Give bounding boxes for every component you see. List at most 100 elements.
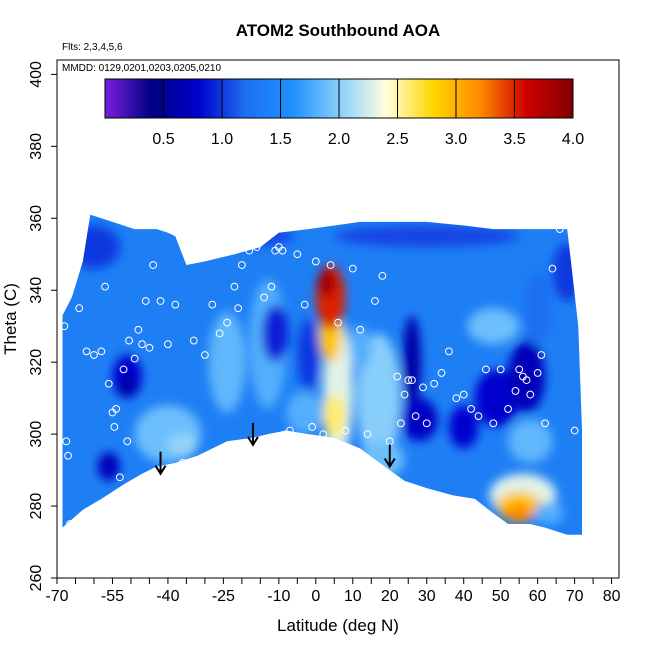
aoa-blob	[402, 315, 422, 409]
aoa-blob	[297, 319, 320, 391]
sample-point	[570, 426, 579, 435]
y-tick-label: 280	[28, 493, 45, 520]
colorbar-tick-label: 4.0	[562, 131, 584, 148]
sample-point	[411, 412, 420, 421]
aoa-blob	[317, 268, 337, 298]
sample-point	[260, 293, 268, 302]
sample-point	[171, 300, 180, 309]
sample-point	[138, 340, 146, 349]
y-tick-label: 320	[28, 349, 45, 376]
sample-point	[430, 379, 439, 388]
sample-point	[393, 372, 402, 381]
aoa-blob	[467, 308, 520, 345]
sample-point	[141, 297, 150, 305]
y-axis-label: Theta (C)	[1, 283, 20, 355]
aoa-blob	[360, 441, 405, 478]
sample-point	[278, 246, 287, 255]
dates-note: MMDD: 0129,0201,0203,0205,0210	[62, 63, 221, 74]
sample-point	[326, 261, 335, 269]
x-tick-label: 40	[455, 588, 473, 605]
aoa-blob	[448, 405, 479, 449]
y-tick-label: 260	[28, 565, 45, 592]
aoa-blob	[118, 376, 137, 399]
colorbar-tick-label: 2.5	[386, 131, 408, 148]
sample-point	[110, 423, 119, 431]
sample-point	[293, 250, 302, 259]
sample-point	[164, 340, 172, 349]
sample-point	[378, 271, 387, 280]
sample-point	[437, 369, 446, 377]
sample-point	[408, 376, 416, 385]
sample-point	[245, 246, 254, 255]
sample-point	[356, 325, 365, 334]
sample-point	[119, 365, 128, 374]
x-tick-label: 70	[566, 588, 584, 605]
arrow-head	[247, 436, 259, 447]
sample-point	[489, 419, 498, 428]
sample-point	[319, 430, 328, 439]
sample-point	[371, 297, 379, 305]
y-tick-label: 300	[28, 421, 45, 448]
colorbar-tick-label: 1.5	[269, 131, 291, 148]
sample-point	[66, 520, 74, 528]
sample-point	[208, 300, 217, 309]
x-tick-label: 0	[311, 588, 320, 605]
sample-point	[112, 405, 121, 413]
sample-points	[60, 225, 579, 528]
sample-point	[123, 437, 132, 446]
sample-point	[541, 419, 549, 428]
y-tick-label: 400	[28, 61, 45, 88]
sample-point	[156, 297, 165, 305]
x-tick-label: 50	[492, 588, 510, 605]
sample-point	[404, 376, 413, 385]
sample-point	[555, 225, 564, 233]
colorbar-tick-label: 3.0	[445, 131, 467, 148]
aoa-blob	[286, 390, 324, 435]
x-tick-label: 60	[529, 588, 547, 605]
aoa-blob	[508, 419, 553, 463]
sample-point	[445, 347, 453, 356]
sample-point	[60, 322, 69, 331]
sample-point	[311, 257, 320, 266]
sample-point	[115, 473, 124, 482]
aoa-blob	[533, 502, 564, 525]
y-tick-label: 340	[28, 277, 45, 304]
x-axis: -70 -55 -40 -25 -10 0 10 20 30 40 50 60 70 80	[45, 578, 621, 605]
aoa-blob	[349, 326, 372, 370]
aoa-blob	[323, 394, 346, 438]
sample-point	[237, 261, 246, 269]
sample-point	[537, 351, 546, 359]
sample-point	[149, 261, 158, 269]
sample-point	[504, 405, 512, 413]
sample-point	[223, 318, 231, 327]
sample-point	[82, 347, 91, 356]
y-tick-label: 380	[28, 133, 45, 160]
sample-point	[467, 405, 476, 413]
x-tick-label: -25	[212, 588, 235, 605]
arrow-head	[154, 465, 167, 476]
x-tick-label: -10	[267, 588, 290, 605]
x-tick-label: -55	[101, 588, 124, 605]
sample-point	[75, 304, 84, 313]
flights-note: Flts: 2,3,4,5,6	[62, 42, 123, 53]
sample-point	[134, 325, 143, 334]
x-tick-label: 30	[418, 588, 436, 605]
aoa-blob	[208, 311, 246, 413]
plot-frame	[56, 59, 620, 579]
sample-point	[400, 390, 409, 399]
sample-point	[234, 304, 243, 313]
sample-point	[178, 458, 187, 467]
sample-point	[114, 491, 122, 500]
sample-point	[130, 354, 139, 363]
sample-point	[252, 243, 261, 251]
sample-point	[104, 379, 113, 388]
sample-point	[90, 351, 98, 359]
colorbar-tick-label: 0.5	[152, 131, 174, 148]
sample-point	[533, 369, 542, 377]
colorbar: 0.5 1.0 1.5 2.0 2.5 3.0 3.5 4.0	[104, 78, 584, 148]
aoa-blob	[134, 405, 202, 463]
sample-point	[200, 351, 209, 359]
x-tick-label: 80	[603, 588, 621, 605]
